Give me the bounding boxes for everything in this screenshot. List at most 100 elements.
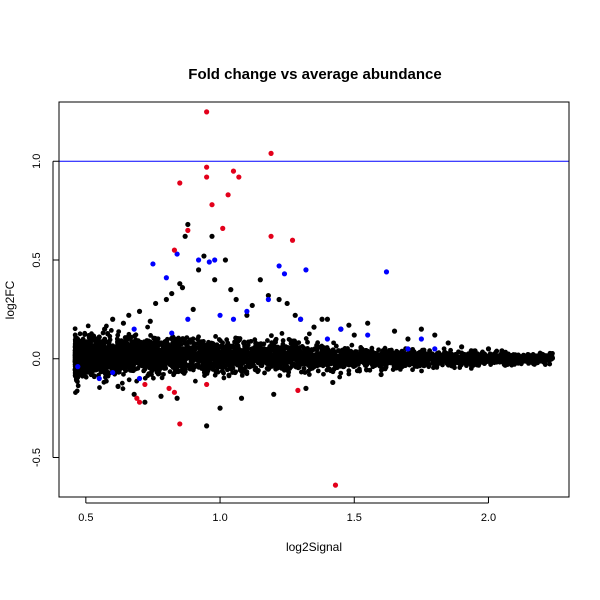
cloud-point [106, 356, 112, 361]
cloud-point [105, 340, 110, 345]
x-tick-label: 1.5 [347, 512, 362, 524]
cloud-point [182, 348, 187, 354]
cloud-point [88, 362, 93, 367]
cloud-point [203, 356, 209, 362]
cloud-point [134, 342, 140, 348]
cloud-point [183, 353, 189, 359]
cloud-point [164, 338, 170, 344]
cloud-point [325, 352, 330, 358]
cloud-point [383, 357, 389, 363]
data-point [195, 267, 202, 273]
data-point [418, 326, 424, 332]
cloud-point [249, 351, 254, 357]
cloud-point [224, 337, 230, 343]
cloud-point [482, 358, 488, 364]
cloud-point [123, 368, 129, 374]
cloud-point [133, 360, 138, 366]
data-point [75, 352, 81, 358]
cloud-point [275, 357, 280, 363]
cloud-point [281, 351, 287, 357]
cloud-point [273, 366, 279, 372]
data-point [204, 174, 210, 180]
cloud-point [120, 354, 126, 360]
x-axis-label: log2Signal [286, 540, 342, 554]
data-point [230, 168, 237, 174]
cloud-point [459, 350, 465, 356]
cloud-point [72, 326, 78, 332]
cloud-point [383, 363, 389, 369]
cloud-point [505, 362, 510, 368]
cloud-point [232, 370, 238, 376]
cloud-point [180, 367, 186, 373]
cloud-point [235, 338, 241, 344]
cloud-point [80, 349, 86, 355]
data-point [297, 316, 304, 322]
cloud-point [217, 338, 223, 344]
data-point [153, 300, 159, 307]
data-point [289, 237, 296, 243]
cloud-point [337, 374, 343, 380]
data-point [166, 385, 172, 391]
data-point [445, 340, 451, 346]
cloud-point [542, 362, 548, 367]
cloud-point [196, 352, 202, 358]
cloud-point [150, 357, 156, 362]
cloud-point [212, 372, 218, 378]
x-tick-label: 1.0 [212, 512, 227, 524]
cloud-point [148, 333, 153, 338]
cloud-point [89, 350, 95, 356]
cloud-point [530, 361, 536, 367]
cloud-point [259, 347, 264, 353]
cloud-point [208, 353, 214, 359]
data-point [131, 391, 137, 397]
cloud-point [209, 361, 215, 367]
data-point [228, 287, 234, 293]
cloud-point [419, 368, 424, 374]
data-point [212, 257, 218, 263]
cloud-point [331, 366, 337, 372]
cloud-point [185, 344, 191, 350]
cloud-point [184, 335, 190, 340]
cloud-point [425, 358, 431, 363]
cloud-point [272, 338, 278, 343]
cloud-point [287, 359, 293, 365]
cloud-point [306, 363, 311, 368]
x-tick-label: 2.0 [481, 512, 496, 524]
cloud-point [507, 355, 513, 360]
cloud-point [108, 328, 114, 333]
data-point [271, 391, 277, 397]
cloud-point [221, 375, 227, 381]
cloud-point [456, 354, 462, 360]
cloud-point [448, 347, 453, 353]
cloud-point [204, 352, 209, 358]
data-point [303, 385, 309, 391]
cloud-point [161, 371, 166, 377]
data-point [136, 308, 143, 314]
cloud-point [421, 363, 427, 369]
data-point [418, 336, 424, 342]
data-point [120, 320, 127, 326]
cloud-point [229, 352, 234, 358]
data-point [405, 346, 411, 352]
data-point [177, 180, 183, 186]
cloud-point [74, 346, 80, 352]
data-point [190, 306, 196, 312]
cloud-point [301, 358, 307, 364]
cloud-point [82, 330, 88, 336]
cloud-point [449, 358, 455, 364]
cloud-point [122, 359, 127, 364]
cloud-point [391, 361, 396, 366]
data-point [171, 247, 178, 253]
cloud-point [283, 360, 289, 366]
data-point [512, 352, 518, 358]
cloud-point [187, 340, 193, 345]
cloud-point [338, 360, 344, 366]
cloud-point [97, 385, 102, 390]
cloud-point [233, 335, 239, 341]
cloud-point [410, 367, 415, 373]
plot-frame [58, 101, 570, 498]
cloud-point [128, 342, 134, 348]
cloud-point [73, 334, 79, 340]
cloud-point [393, 350, 398, 356]
cloud-point [193, 363, 199, 369]
